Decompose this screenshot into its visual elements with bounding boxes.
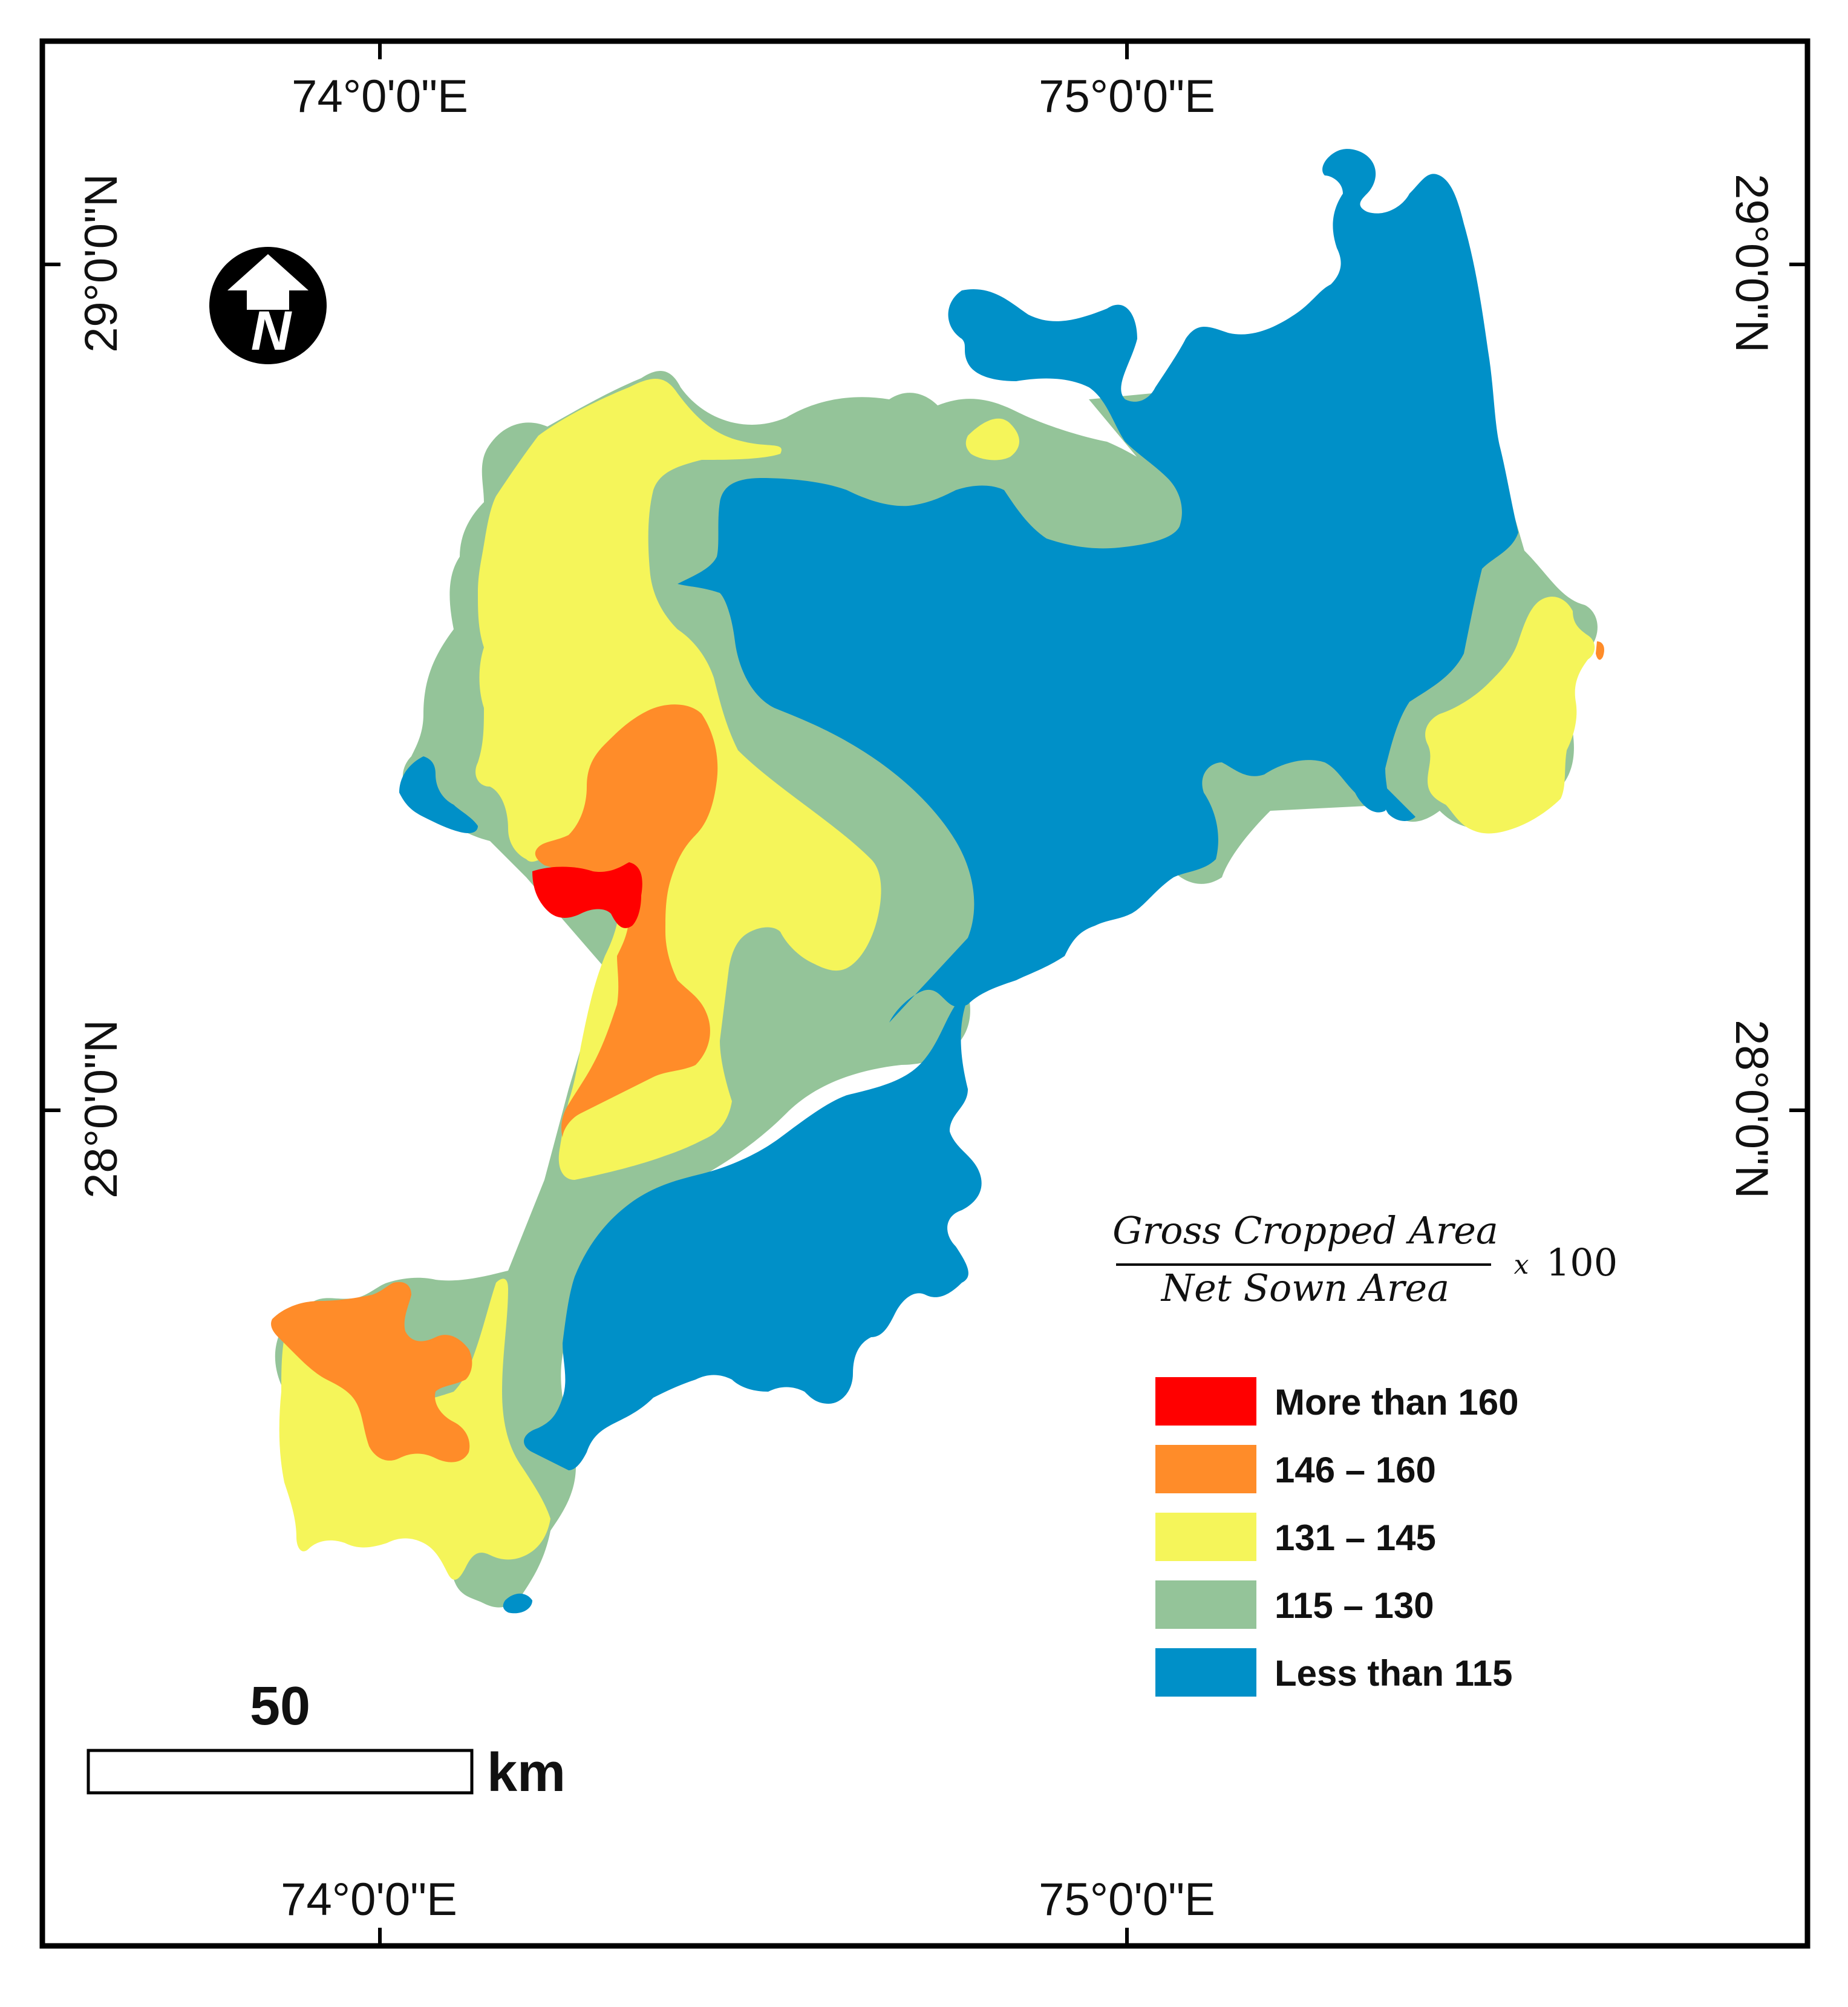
region-more-than-160 xyxy=(532,862,642,928)
legend-swatch xyxy=(1155,1580,1256,1629)
scale-bar-rect xyxy=(87,1749,474,1795)
region-131-145-east xyxy=(1425,597,1595,834)
legend-item: 115 – 130 xyxy=(1155,1580,1434,1629)
scale-bar: 50 km xyxy=(87,1676,566,1803)
right-latitude-label-28: 28°0'0"N xyxy=(1726,1020,1777,1199)
formula-factor: 100 xyxy=(1546,1240,1618,1285)
legend-item: More than 160 xyxy=(1155,1377,1518,1426)
scale-bar-value: 50 xyxy=(250,1676,310,1737)
region-less-than-115-west xyxy=(399,756,478,833)
legend-label: 131 – 145 xyxy=(1275,1518,1436,1558)
formula-numerator: Gross Cropped Area xyxy=(1112,1208,1498,1252)
left-latitude-label-29: 29°0'0"N xyxy=(76,174,127,353)
legend: More than 160 146 – 160 131 – 145 115 – … xyxy=(1155,1377,1518,1697)
scale-bar-unit: km xyxy=(487,1743,566,1803)
legend-label: Less than 115 xyxy=(1275,1653,1513,1694)
legend-label: 146 – 160 xyxy=(1275,1450,1436,1490)
region-146-160-southwest xyxy=(271,1282,472,1462)
region-less-than-115-tip xyxy=(503,1593,532,1614)
formula-multiplier: x xyxy=(1514,1249,1529,1280)
left-latitude-label-28: 28°0'0"N xyxy=(76,1020,127,1199)
bottom-longitude-label-75: 75°0'0"E xyxy=(1039,1874,1215,1925)
legend-label: 115 – 130 xyxy=(1275,1585,1434,1626)
region-less-than-115-south xyxy=(524,998,982,1470)
legend-swatch xyxy=(1155,1445,1256,1493)
region-146-160-west xyxy=(535,704,718,1138)
region-less-than-115-east-tip xyxy=(1379,781,1415,821)
formula-denominator: Net Sown Area xyxy=(1160,1266,1449,1310)
region-131-145-north-patch xyxy=(965,418,1019,460)
north-arrow-icon: N xyxy=(209,247,327,364)
top-longitude-label-75: 75°0'0"E xyxy=(1039,71,1215,122)
graticule-ticks xyxy=(42,41,1807,1946)
formula: Gross Cropped Area Net Sown Area x 100 xyxy=(1112,1208,1618,1310)
cropping-intensity-map xyxy=(271,149,1604,1614)
bottom-longitude-label-74: 74°0'0"E xyxy=(281,1874,457,1925)
legend-item: 146 – 160 xyxy=(1155,1445,1436,1493)
region-146-160-east-tip xyxy=(1596,641,1604,660)
legend-label: More than 160 xyxy=(1275,1382,1518,1423)
svg-text:N: N xyxy=(251,300,293,362)
legend-swatch xyxy=(1155,1648,1256,1697)
legend-swatch xyxy=(1155,1513,1256,1561)
legend-swatch xyxy=(1155,1377,1256,1426)
region-less-than-115-north xyxy=(677,149,1518,1023)
right-latitude-label-29: 29°0'0"N xyxy=(1726,174,1777,353)
top-longitude-label-74: 74°0'0"E xyxy=(292,71,468,122)
legend-item: Less than 115 xyxy=(1155,1648,1513,1697)
legend-item: 131 – 145 xyxy=(1155,1513,1436,1561)
